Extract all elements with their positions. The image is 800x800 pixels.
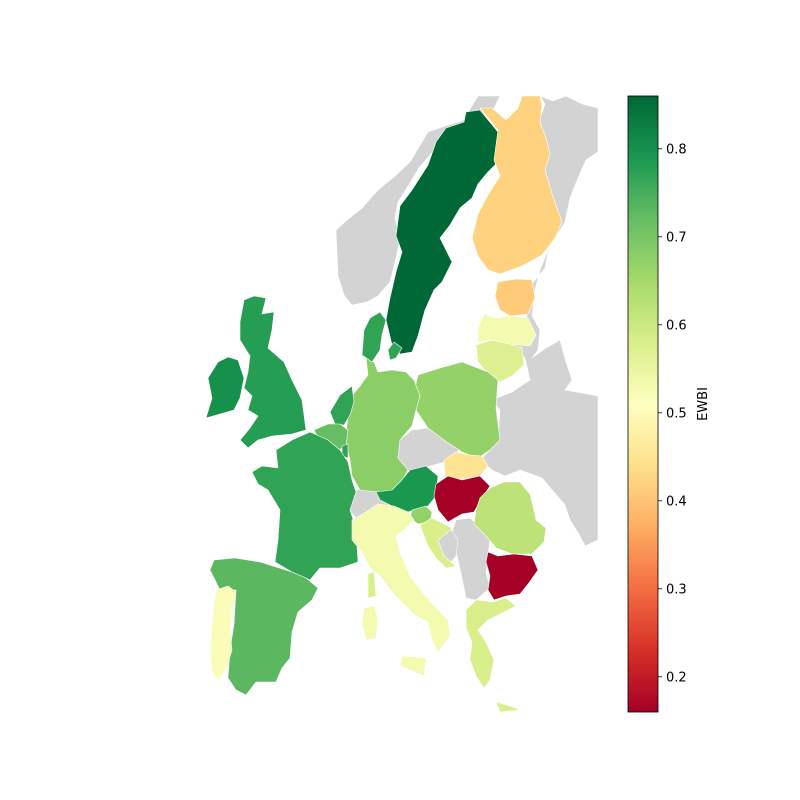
country-LV xyxy=(477,313,537,347)
colorbar-ticks: 0.2 0.3 0.4 0.5 0.6 0.7 0.8 xyxy=(658,142,687,685)
colorbar: 0.2 0.3 0.4 0.5 0.6 0.7 0.8 EWBI xyxy=(627,95,711,713)
colorbar-tick-label: 0.6 xyxy=(666,318,687,333)
country-RU xyxy=(479,95,599,547)
country-BG xyxy=(485,551,539,601)
colorbar-label: EWBI xyxy=(696,387,711,421)
country-GB xyxy=(239,295,307,449)
country-FR xyxy=(251,431,359,581)
country-IE xyxy=(205,356,245,419)
colorbar-tick-label: 0.5 xyxy=(666,406,687,421)
colorbar-ramp xyxy=(627,95,659,713)
country-FI xyxy=(471,95,563,275)
country-IT xyxy=(351,503,451,677)
country-HR xyxy=(419,517,457,569)
colorbar-tick-label: 0.7 xyxy=(666,230,687,245)
country-RO xyxy=(473,481,547,555)
colorbar-tick-label: 0.8 xyxy=(666,142,687,157)
country-PT xyxy=(209,585,237,681)
country-ES xyxy=(209,557,319,696)
country-GR xyxy=(465,597,521,713)
country-CY xyxy=(367,571,377,599)
country-PL xyxy=(413,361,501,459)
colorbar-tick-label: 0.2 xyxy=(666,670,687,685)
colorbar-tick-label: 0.3 xyxy=(666,582,687,597)
country-DK xyxy=(361,311,403,363)
country-SE xyxy=(385,109,499,355)
country-EE xyxy=(494,278,536,317)
colorbar-tick-label: 0.4 xyxy=(666,494,687,509)
country-LT xyxy=(475,339,525,383)
map-layer xyxy=(205,95,599,713)
country-SK xyxy=(443,451,489,481)
